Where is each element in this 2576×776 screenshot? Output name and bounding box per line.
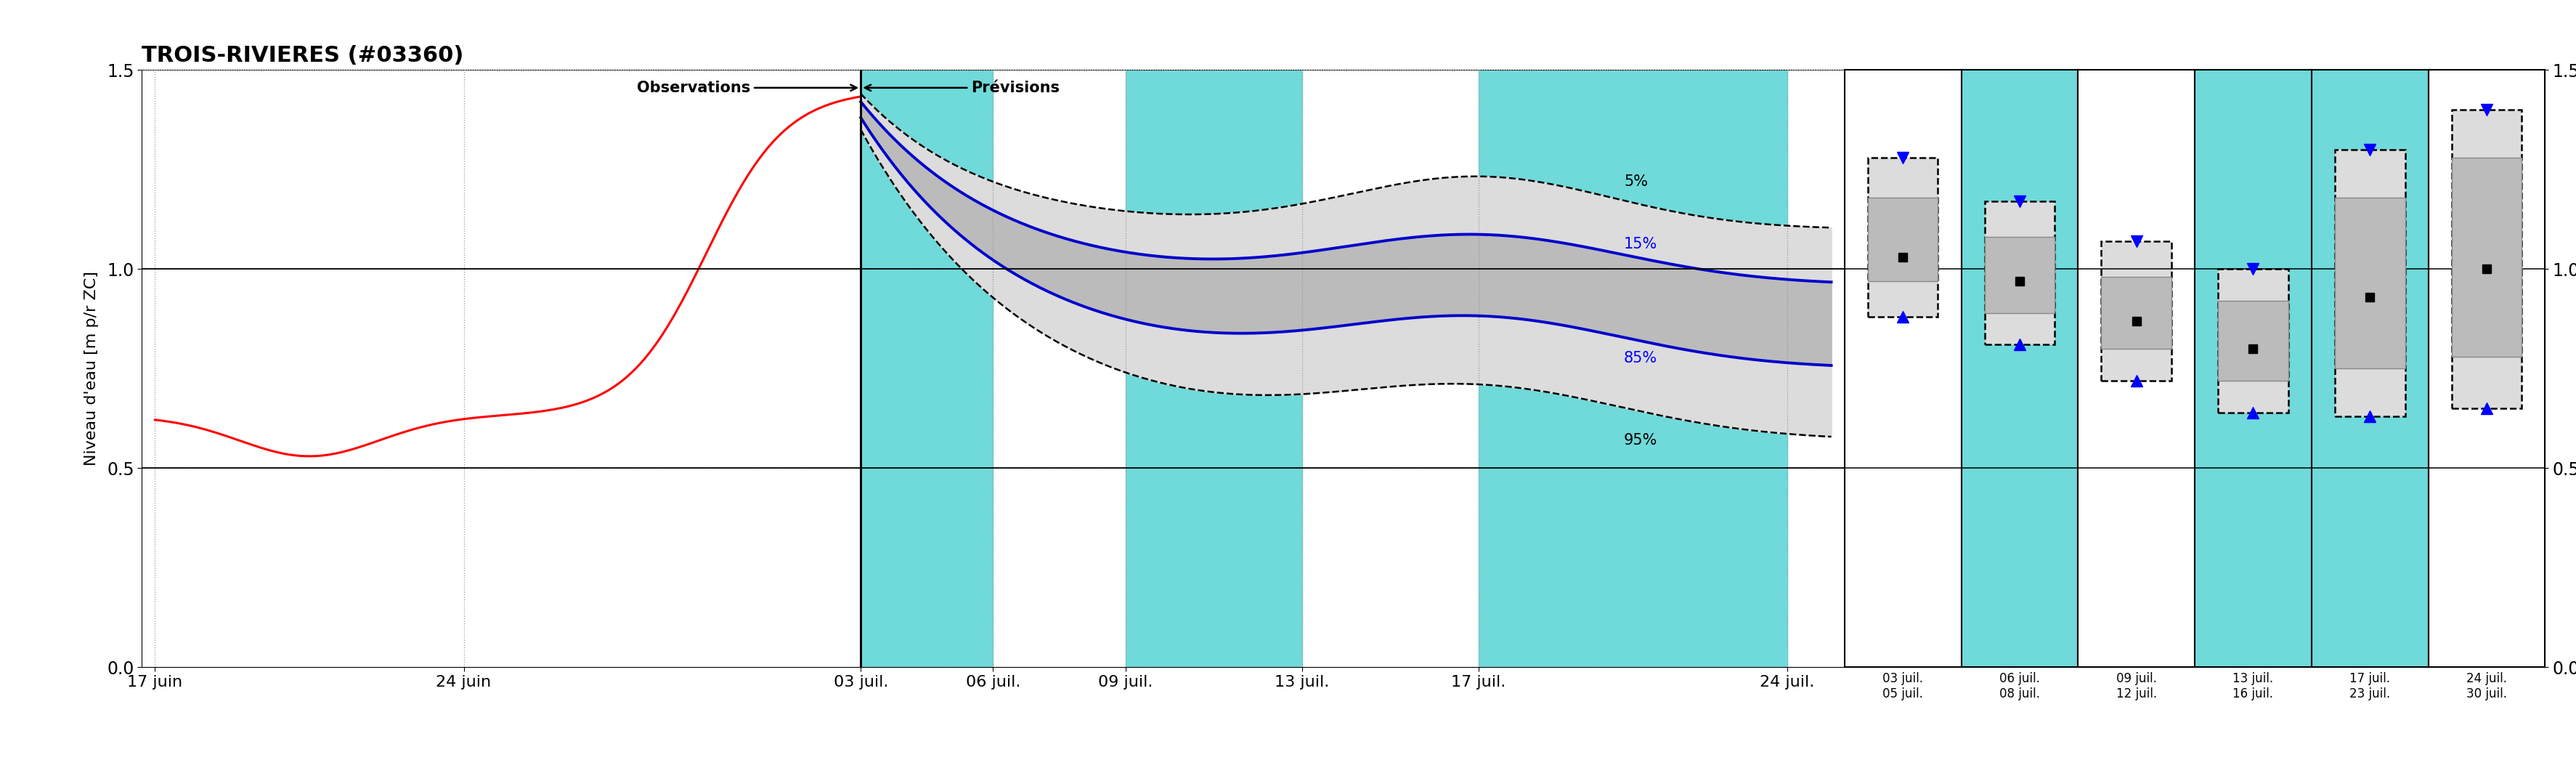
Text: 85%: 85% — [1623, 351, 1656, 365]
Text: 95%: 95% — [1623, 433, 1656, 448]
Bar — [860, 70, 994, 667]
Bar — [1868, 197, 1937, 281]
Text: 5%: 5% — [1623, 174, 1649, 189]
Bar — [2102, 277, 2172, 348]
Bar — [1984, 237, 2056, 313]
Bar — [2218, 269, 2287, 412]
Bar — [1479, 70, 1788, 667]
Text: TROIS-RIVIERES (#03360): TROIS-RIVIERES (#03360) — [142, 45, 464, 66]
Bar — [2334, 197, 2406, 369]
Bar — [2452, 109, 2522, 408]
X-axis label: 17 juil.
23 juil.: 17 juil. 23 juil. — [2349, 673, 2391, 701]
Bar — [2334, 150, 2406, 417]
X-axis label: 24 juil.
30 juil.: 24 juil. 30 juil. — [2465, 673, 2506, 701]
Text: Observations: Observations — [636, 81, 858, 95]
X-axis label: 09 juil.
12 juil.: 09 juil. 12 juil. — [2115, 673, 2156, 701]
X-axis label: 13 juil.
16 juil.: 13 juil. 16 juil. — [2233, 673, 2275, 701]
Text: Prévisions: Prévisions — [866, 81, 1059, 95]
Bar — [1126, 70, 1301, 667]
Text: 15%: 15% — [1623, 237, 1656, 251]
Bar — [2218, 301, 2287, 380]
Bar — [1984, 201, 2056, 345]
Bar — [2452, 158, 2522, 357]
Bar — [1868, 158, 1937, 317]
Bar — [2102, 241, 2172, 380]
Y-axis label: Niveau d'eau [m p/r ZC]: Niveau d'eau [m p/r ZC] — [85, 272, 98, 466]
X-axis label: 03 juil.
05 juil.: 03 juil. 05 juil. — [1883, 673, 1924, 701]
X-axis label: 06 juil.
08 juil.: 06 juil. 08 juil. — [1999, 673, 2040, 701]
